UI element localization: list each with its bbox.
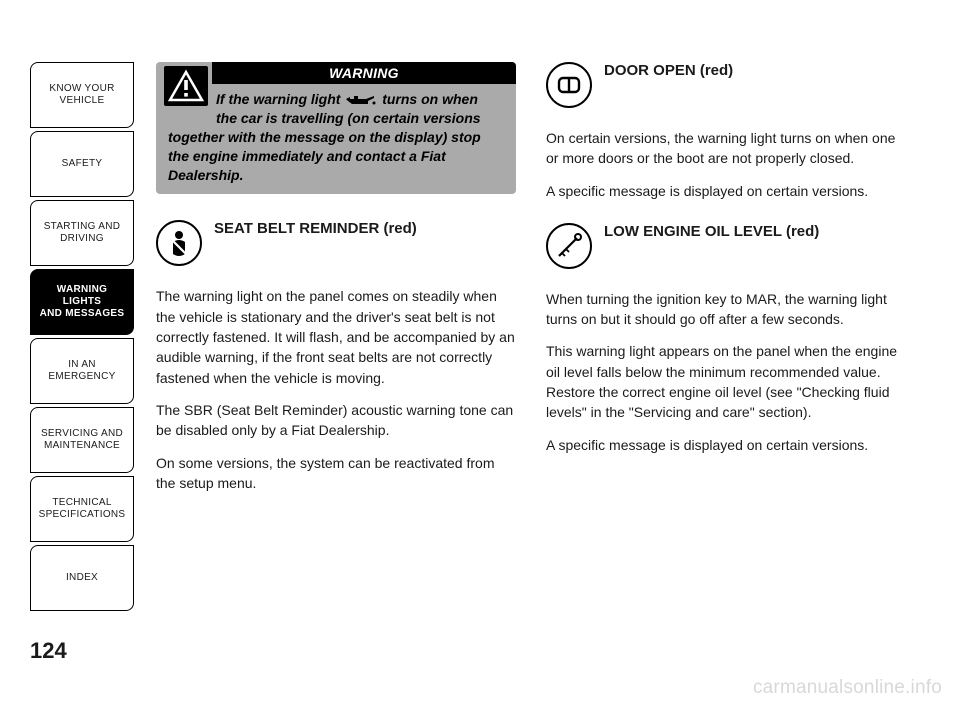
tab-label: STARTING ANDDRIVING — [44, 221, 121, 245]
warning-text-part: turns on when — [382, 91, 478, 107]
body-paragraph: This warning light appears on the panel … — [546, 341, 906, 422]
warning-text: If the warning light turns on when the c… — [168, 90, 504, 184]
section-title: LOW ENGINE OIL LEVEL (red) — [604, 223, 819, 240]
tab-label: SERVICING ANDMAINTENANCE — [41, 428, 123, 452]
seatbelt-icon — [156, 220, 202, 266]
tab-technical[interactable]: TECHNICALSPECIFICATIONS — [30, 476, 134, 542]
page-number: 124 — [30, 638, 67, 664]
warning-text-part: If the warning light — [216, 91, 344, 107]
warning-header: WARNING — [212, 62, 516, 84]
tab-starting-driving[interactable]: STARTING ANDDRIVING — [30, 200, 134, 266]
tab-servicing[interactable]: SERVICING ANDMAINTENANCE — [30, 407, 134, 473]
warning-text-line1: If the warning light turns on when — [216, 90, 504, 109]
door-open-icon — [546, 62, 592, 108]
tab-emergency[interactable]: IN AN EMERGENCY — [30, 338, 134, 404]
sidebar: KNOW YOURVEHICLE SAFETY STARTING ANDDRIV… — [30, 62, 134, 614]
dipstick-icon — [546, 223, 592, 269]
body-paragraph: When turning the ignition key to MAR, th… — [546, 289, 906, 330]
warning-text-line2: the car is travelling (on certain versio… — [216, 109, 504, 128]
section-seatbelt: SEAT BELT REMINDER (red) The warning lig… — [156, 220, 516, 493]
body-paragraph: The warning light on the panel comes on … — [156, 286, 516, 387]
tab-know-your-vehicle[interactable]: KNOW YOURVEHICLE — [30, 62, 134, 128]
tab-label: IN AN EMERGENCY — [37, 359, 127, 383]
section-title: SEAT BELT REMINDER (red) — [214, 220, 417, 237]
body-paragraph: On certain versions, the warning light t… — [546, 128, 906, 169]
tab-label: SAFETY — [62, 158, 103, 170]
section-head: DOOR OPEN (red) — [546, 62, 906, 112]
section-head: LOW ENGINE OIL LEVEL (red) — [546, 223, 906, 273]
tab-safety[interactable]: SAFETY — [30, 131, 134, 197]
section-low-oil: LOW ENGINE OIL LEVEL (red) When turning … — [546, 223, 906, 455]
content-columns: WARNING If the warning light turns o — [156, 62, 916, 515]
body-paragraph: The SBR (Seat Belt Reminder) acoustic wa… — [156, 400, 516, 441]
section-head: SEAT BELT REMINDER (red) — [156, 220, 516, 270]
warning-triangle-icon — [164, 66, 208, 106]
watermark: carmanualsonline.info — [753, 677, 942, 699]
warning-text-rest: together with the message on the display… — [168, 129, 481, 183]
section-title: DOOR OPEN (red) — [604, 62, 733, 79]
tab-label: KNOW YOURVEHICLE — [49, 83, 114, 107]
warning-box: WARNING If the warning light turns o — [156, 62, 516, 194]
body-paragraph: On some versions, the system can be reac… — [156, 453, 516, 494]
page-root: KNOW YOURVEHICLE SAFETY STARTING ANDDRIV… — [0, 0, 960, 709]
tab-warning-lights[interactable]: WARNING LIGHTSAND MESSAGES — [30, 269, 134, 335]
tab-label: TECHNICALSPECIFICATIONS — [39, 497, 126, 521]
body-paragraph: A specific message is displayed on certa… — [546, 181, 906, 201]
section-door-open: DOOR OPEN (red) On certain versions, the… — [546, 62, 906, 201]
oil-can-icon — [344, 94, 378, 106]
tab-index[interactable]: INDEX — [30, 545, 134, 611]
body-paragraph: A specific message is displayed on certa… — [546, 435, 906, 455]
column-right: DOOR OPEN (red) On certain versions, the… — [546, 62, 906, 515]
tab-label: WARNING LIGHTSAND MESSAGES — [37, 284, 127, 320]
column-left: WARNING If the warning light turns o — [156, 62, 516, 515]
tab-label: INDEX — [66, 572, 98, 584]
